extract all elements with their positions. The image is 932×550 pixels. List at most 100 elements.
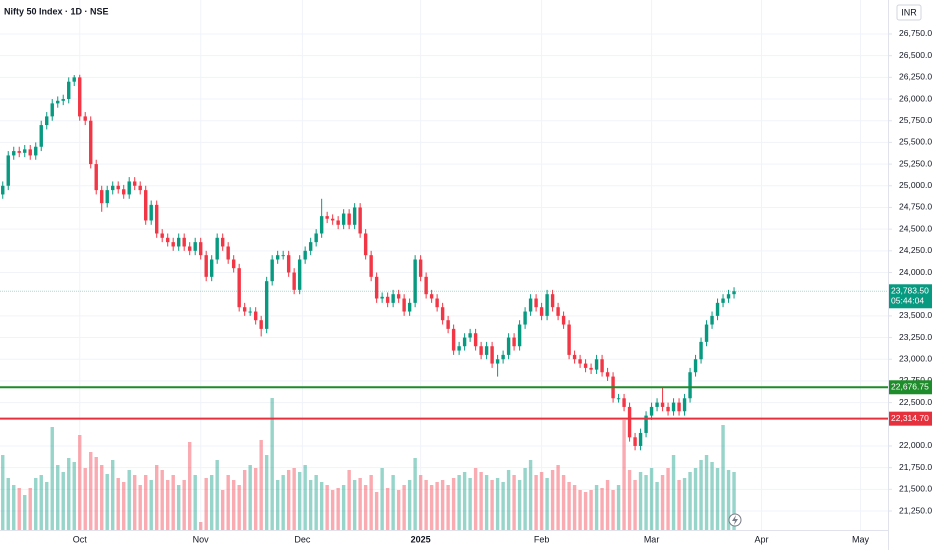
candle-body	[198, 242, 203, 256]
candle-body	[176, 237, 181, 247]
volume-bar	[23, 495, 27, 530]
volume-bar	[122, 482, 126, 530]
volume-bar	[144, 475, 148, 530]
candle-body	[83, 116, 87, 121]
candle-body	[385, 296, 390, 303]
volume-bar	[704, 455, 709, 530]
y-tick-label: 25,500.00	[899, 137, 932, 147]
volume-bar	[402, 485, 406, 530]
volume-bar	[550, 470, 555, 530]
candle-body	[539, 307, 544, 316]
volume-bar	[688, 472, 692, 530]
volume-bar	[671, 455, 676, 530]
candle-body	[391, 294, 395, 303]
level-label: 22,314.70	[891, 413, 929, 423]
candle-body	[721, 298, 725, 303]
level-label-box	[889, 411, 932, 426]
y-tick-label: 23,000.00	[899, 353, 932, 363]
volume-bar	[6, 478, 10, 530]
volume-bar	[78, 435, 82, 530]
candle-body	[501, 354, 505, 360]
volume-bar	[193, 475, 197, 530]
candle-body	[253, 311, 258, 321]
candle-body	[479, 346, 483, 355]
volume-bar	[171, 475, 175, 530]
y-tick-label: 24,250.00	[899, 245, 932, 255]
volume-bar	[325, 485, 329, 530]
candle-body	[133, 181, 137, 186]
candle-body	[589, 367, 593, 370]
last-price-label: 23,783.50	[891, 286, 929, 296]
volume-bar	[182, 480, 186, 530]
volume-bar	[314, 475, 318, 530]
volume-bar	[352, 480, 357, 530]
volume-bar	[682, 478, 687, 530]
candle-body	[226, 246, 230, 260]
volume-bar	[600, 488, 604, 530]
volume-bar	[187, 442, 192, 530]
x-tick-label: Nov	[193, 534, 210, 544]
volume-bar	[248, 465, 252, 530]
candle-body	[638, 432, 643, 446]
candle-body	[407, 302, 412, 312]
candle-body	[314, 233, 318, 243]
candle-body	[61, 99, 65, 101]
candle-body	[193, 242, 197, 251]
candle-body	[462, 337, 467, 347]
volume-bar	[160, 470, 164, 530]
volume-bar	[341, 485, 346, 530]
candle-body	[308, 242, 313, 251]
volume-bar	[155, 465, 159, 530]
candle-body	[259, 320, 263, 329]
volume-bar	[446, 485, 450, 530]
candle-body	[155, 204, 159, 234]
y-tick-label: 25,250.00	[899, 158, 932, 168]
candle-body	[418, 259, 423, 277]
y-tick-label: 26,500.00	[899, 50, 932, 60]
candle-body	[187, 246, 192, 251]
candle-body	[171, 242, 175, 247]
volume-bar	[270, 398, 274, 530]
candle-body	[209, 259, 214, 277]
candle-body	[352, 207, 357, 225]
x-tick-label: Oct	[73, 534, 88, 544]
candle-body	[446, 320, 450, 329]
currency[interactable]: INR	[901, 7, 917, 17]
event-icon-bolt	[732, 515, 738, 525]
currency-box[interactable]	[896, 4, 922, 21]
volume-bar	[594, 485, 599, 530]
volume-bar	[50, 427, 54, 530]
y-tick-label: 23,250.00	[899, 332, 932, 342]
volume-bar	[660, 475, 665, 530]
volume-bar	[484, 475, 489, 530]
candle-body	[369, 255, 373, 277]
y-tick-label: 22,750.00	[899, 375, 932, 385]
volume-bar	[308, 480, 313, 530]
candle-body	[704, 324, 709, 342]
volume-bar	[1, 455, 5, 530]
candle-body	[94, 164, 98, 191]
candle-body	[78, 77, 82, 117]
candle-body	[506, 337, 511, 355]
volume-pane	[1, 398, 736, 530]
volume-bar	[215, 460, 219, 530]
candle-body	[457, 346, 461, 351]
candle-body	[490, 346, 494, 364]
volume-bar	[28, 488, 32, 530]
volume-bar	[319, 482, 324, 530]
volume-bar	[407, 480, 412, 530]
y-tick-label: 22,500.00	[899, 397, 932, 407]
volume-bar	[545, 478, 549, 530]
volume-bar	[429, 485, 434, 530]
candle-body	[325, 216, 329, 219]
volume-bar	[435, 482, 439, 530]
volume-bar	[72, 462, 76, 530]
candle-body	[715, 302, 720, 316]
volume-bar	[83, 468, 87, 530]
candle-body	[578, 359, 582, 364]
candle-body	[484, 346, 489, 355]
volume-bar	[523, 468, 527, 530]
volume-bar	[424, 480, 428, 530]
last-price-box	[889, 284, 932, 309]
